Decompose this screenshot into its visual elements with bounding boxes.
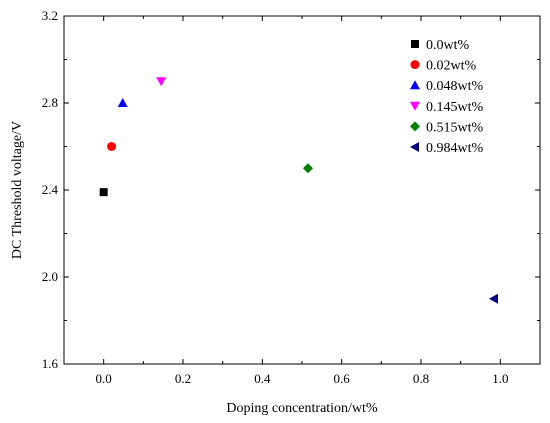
x-tick-label: 0.4 bbox=[254, 371, 271, 386]
legend-label: 0.145wt% bbox=[426, 100, 484, 115]
data-point bbox=[488, 293, 498, 304]
data-point bbox=[117, 98, 128, 107]
x-tick-label: 1.0 bbox=[492, 371, 508, 386]
x-tick-label: 0.2 bbox=[175, 371, 191, 386]
legend-marker bbox=[410, 142, 419, 152]
axis-ticks bbox=[63, 15, 541, 365]
x-axis-label: Doping concentration/wt% bbox=[226, 401, 378, 416]
y-tick-label: 2.0 bbox=[42, 269, 58, 284]
legend-label: 0.02wt% bbox=[426, 59, 477, 74]
x-tick-label: 0.6 bbox=[334, 371, 351, 386]
data-point bbox=[156, 77, 167, 87]
legend-marker bbox=[411, 40, 419, 48]
y-tick-label: 2.4 bbox=[42, 182, 59, 197]
x-tick-label: 0.8 bbox=[413, 371, 429, 386]
x-tick-label: 0.0 bbox=[96, 371, 112, 386]
legend-label: 0.0wt% bbox=[426, 38, 470, 53]
legend-marker bbox=[410, 101, 420, 111]
tick-labels: 0.0 0.2 0.4 0.6 0.8 1.0 1.6 2.0 2.4 2.8 3.2 bbox=[42, 8, 509, 386]
y-tick-label: 2.8 bbox=[42, 95, 58, 110]
y-tick-label: 1.6 bbox=[42, 356, 59, 371]
data-point bbox=[99, 188, 108, 197]
legend-label: 0.515wt% bbox=[426, 120, 484, 135]
y-tick-label: 3.2 bbox=[42, 8, 58, 23]
legend-label: 0.048wt% bbox=[426, 79, 484, 94]
y-axis-label: DC Threshold voltage/V bbox=[10, 121, 25, 259]
legend-marker bbox=[410, 121, 420, 132]
legend-label: 0.984wt% bbox=[426, 141, 484, 156]
legend: 0.0wt% 0.02wt% 0.048wt% 0.145wt% 0.515wt% 0.9… bbox=[410, 38, 484, 156]
legend-marker bbox=[410, 60, 420, 70]
legend-marker bbox=[410, 80, 420, 90]
data-point bbox=[107, 142, 117, 151]
data-markers bbox=[99, 77, 498, 304]
data-point bbox=[302, 163, 313, 174]
